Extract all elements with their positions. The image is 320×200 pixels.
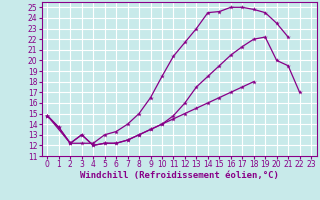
X-axis label: Windchill (Refroidissement éolien,°C): Windchill (Refroidissement éolien,°C) xyxy=(80,171,279,180)
